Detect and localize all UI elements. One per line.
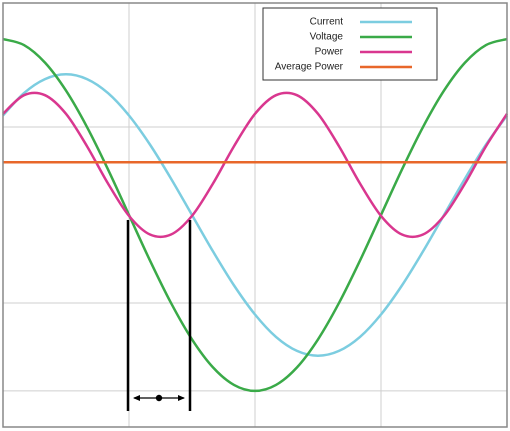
arrow-dot [155, 394, 163, 402]
plot-lines [2, 37, 509, 393]
series-line [2, 91, 509, 239]
legend-label: Voltage [310, 32, 344, 43]
legend-label: Power [315, 47, 344, 58]
series-line [2, 73, 509, 357]
legend-label: Average Power [275, 62, 344, 73]
series-line [2, 37, 508, 393]
phase-annotation [126, 220, 192, 411]
legend-label: Current [310, 17, 344, 28]
legend: Current Voltage Power Average Power [262, 7, 438, 81]
